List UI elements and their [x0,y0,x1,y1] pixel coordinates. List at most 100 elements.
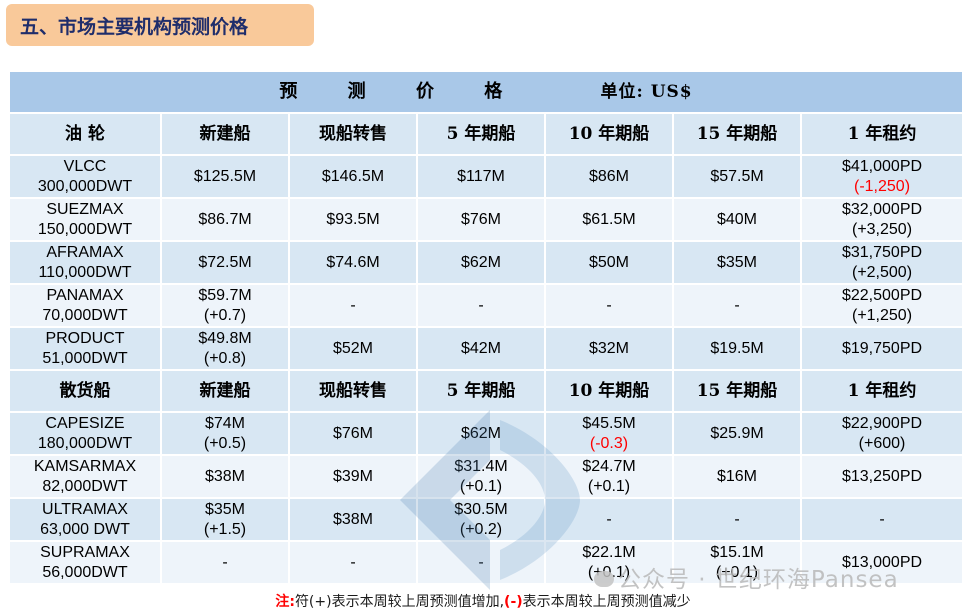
bulk-header-cell: 10 年期船 [546,371,672,411]
price-value: $25.9M [710,424,764,442]
vessel-name: AFRAMAX [46,243,124,261]
price-value: $86M [588,167,630,185]
tanker-row: VLCC 300,000DWT $125.5M $146.5M $117M $86M $57… [10,156,963,197]
bulk-row: SUPRAMAX 56,000DWT - - - $22.1M (+0.1) $15.1M (+… [10,542,963,583]
price-value: $146.5M [321,167,385,185]
footnote-prefix: 注: [275,594,295,610]
vessel-name: KAMSARMAX [33,457,137,475]
price-value: $35M [204,500,246,518]
price-cell: - [546,285,672,326]
table-unit: 单位: US$ [600,82,693,102]
price-cell: $93.5M [290,199,416,240]
tanker-header-cell: 现船转售 [290,114,416,154]
price-cell: $35M [674,242,800,283]
tanker-header-cell: 5 年期船 [418,114,544,154]
bulk-header-cell: 现船转售 [290,371,416,411]
price-cell: $19.5M [674,328,800,369]
bulk-row: ULTRAMAX 63,000 DWT $35M (+1.5) $38M $30.5M (+… [10,499,963,540]
price-value: $76M [332,424,374,442]
vessel-name: SUEZMAX [46,200,124,218]
bulk-header-cell: 15 年期船 [674,371,800,411]
price-value: - [222,553,228,571]
price-cell: $57.5M [674,156,800,197]
price-cell: $76M [418,199,544,240]
price-value: $39M [332,467,374,485]
vessel-type-cell: SUEZMAX 150,000DWT [10,199,160,240]
tanker-row: PANAMAX 70,000DWT $59.7M (+0.7) - - - - $22,500P… [10,285,963,326]
vessel-type-cell: KAMSARMAX 82,000DWT [10,456,160,497]
price-value: $32,000PD [841,200,923,218]
vessel-type-cell: PRODUCT 51,000DWT [10,328,160,369]
price-cell: $74M (+0.5) [162,413,288,454]
price-cell: $52M [290,328,416,369]
price-cell: $16M [674,456,800,497]
vessel-size: 180,000DWT [37,434,133,452]
price-value: $117M [457,167,505,185]
price-cell: - [674,285,800,326]
price-value: $45.5M [582,414,636,432]
price-cell: $74.6M [290,242,416,283]
vessel-type-cell: SUPRAMAX 56,000DWT [10,542,160,583]
price-change: (+0.1) [459,477,503,495]
price-value: $93.5M [326,210,380,228]
tanker-header-cell: 油 轮 [10,114,160,154]
footnote-neg-mark: (-) [504,594,523,610]
price-cell: $49.8M (+0.8) [162,328,288,369]
price-cell: $45.5M (-0.3) [546,413,672,454]
price-cell: $25.9M [674,413,800,454]
price-cell: - [290,542,416,583]
price-cell: $22.1M (+0.1) [546,542,672,583]
table-title: 预 测 价 格 [279,81,525,102]
price-cell: - [546,499,672,540]
forecast-price-table: 预 测 价 格 单位: US$ 油 轮新建船 现船转售 5 年期船 10 年期船 15 … [8,70,964,585]
price-change: (-1,250) [854,177,911,195]
price-change: (+1,250) [851,306,913,324]
price-value: - [734,510,740,528]
price-value: $42M [460,339,502,357]
price-cell: $61.5M [546,199,672,240]
price-cell: $13,000PD [802,542,963,583]
vessel-type-cell: CAPESIZE 180,000DWT [10,413,160,454]
price-change: (+0.2) [459,520,503,538]
footnote-text-increase: 符(+)表示本周较上周预测值增加, [294,594,505,610]
price-value: - [606,296,612,314]
price-value: - [879,510,885,528]
price-cell: $42M [418,328,544,369]
price-cell: $38M [290,499,416,540]
price-value: $41,000PD [841,157,923,175]
price-value: $19.5M [710,339,764,357]
footnote: 注:符(+)表示本周较上周预测值增加,(-)表示本周较上周预测值减少 [0,591,966,611]
tanker-row: PRODUCT 51,000DWT $49.8M (+0.8) $52M $42M $32M… [10,328,963,369]
price-cell: $31.4M (+0.1) [418,456,544,497]
price-cell: $32,000PD (+3,250) [802,199,963,240]
price-cell: - [290,285,416,326]
price-value: - [606,510,612,528]
price-value: - [350,553,356,571]
vessel-name: SUPRAMAX [40,543,130,561]
price-value: $35M [716,253,758,271]
price-value: $50M [588,253,630,271]
price-cell: $15.1M (+0.1) [674,542,800,583]
price-change: (+0.1) [715,563,759,581]
price-value: $19,750PD [841,339,923,357]
price-cell: $76M [290,413,416,454]
price-change: (+1.5) [203,520,247,538]
vessel-size: 300,000DWT [37,177,133,195]
price-cell: - [418,285,544,326]
vessel-size: 82,000DWT [42,477,128,495]
price-change: (-0.3) [589,434,629,452]
price-cell: $146.5M [290,156,416,197]
price-cell: - [418,542,544,583]
price-value: $74.6M [326,253,380,271]
vessel-type-cell: VLCC 300,000DWT [10,156,160,197]
price-value: $52M [332,339,374,357]
vessel-type-cell: ULTRAMAX 63,000 DWT [10,499,160,540]
price-cell: $50M [546,242,672,283]
vessel-size: 70,000DWT [42,306,128,324]
price-cell: $24.7M (+0.1) [546,456,672,497]
price-value: $15.1M [710,543,764,561]
table-title-row: 预 测 价 格 单位: US$ [10,72,963,112]
price-cell: - [674,499,800,540]
tanker-header-cell: 新建船 [162,114,288,154]
price-value: $76M [460,210,502,228]
